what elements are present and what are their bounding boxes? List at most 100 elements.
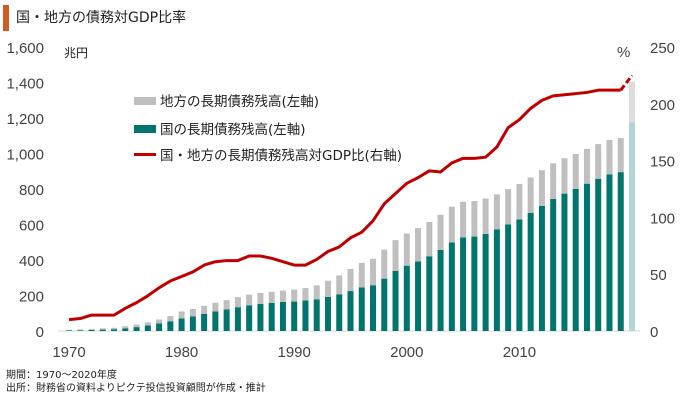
bar-national	[167, 321, 174, 331]
bar-local	[291, 289, 298, 302]
bar-local	[302, 288, 309, 301]
bar-local	[111, 327, 118, 330]
bar-local	[268, 291, 275, 303]
legend-swatch-national	[134, 125, 156, 133]
bar-local	[370, 258, 377, 286]
left-axis-tick-label: 1,200	[6, 111, 44, 128]
bar-local	[234, 297, 241, 308]
footnote-source: 出所：財務省の資料よりピクテ投信投資顧問が作成・推計	[6, 383, 266, 394]
bar-local	[426, 222, 433, 257]
bar-local	[279, 290, 286, 302]
bar-local	[77, 329, 84, 331]
bar-local	[122, 326, 129, 329]
bar-national	[482, 233, 489, 331]
bar-national	[516, 219, 523, 331]
bar-local	[99, 328, 106, 330]
legend-swatch-ratio	[134, 153, 156, 156]
bar-national	[122, 328, 129, 331]
right-axis-ticks: 0 50 100 150 200 250	[650, 40, 675, 341]
bar-local	[415, 228, 422, 262]
bar-local	[437, 214, 444, 250]
bar-local	[572, 154, 579, 189]
bar-local	[88, 328, 95, 330]
bar-national	[313, 299, 320, 331]
left-axis-tick-label: 1,400	[6, 76, 44, 93]
bar-national	[437, 249, 444, 331]
bar-national	[347, 291, 354, 331]
left-axis-tick-label: 0	[36, 324, 44, 341]
bar-national	[448, 242, 455, 331]
bar-national	[460, 237, 467, 331]
right-axis-tick-label: 250	[650, 40, 675, 57]
x-axis-ticks: 1970 1980 1990 2000 2010	[52, 344, 536, 361]
legend-swatch-local	[134, 97, 156, 105]
right-axis-unit: %	[617, 44, 630, 61]
chart-title: 国・地方の債務対GDP比率	[16, 10, 187, 26]
x-axis-tick-label: 1980	[165, 344, 198, 361]
bar-local	[336, 275, 343, 295]
bar-national	[403, 265, 410, 331]
bar-national	[133, 327, 140, 331]
bar-national	[268, 302, 275, 331]
bar-national	[550, 198, 557, 331]
bar-national	[279, 301, 286, 331]
bar-national	[201, 313, 208, 331]
bar-national	[392, 271, 399, 331]
bar-national	[595, 178, 602, 331]
bar-local	[583, 148, 590, 184]
bar-national	[572, 189, 579, 331]
bar-national	[561, 193, 568, 331]
right-axis-tick-label: 100	[650, 210, 675, 227]
bar-local	[550, 163, 557, 199]
right-axis-tick-label: 50	[650, 267, 667, 284]
bar-local	[212, 302, 219, 312]
bar-local	[505, 189, 512, 225]
bar-local	[527, 177, 534, 213]
bar-local	[392, 240, 399, 272]
bar-local	[144, 322, 151, 326]
bar-national	[291, 301, 298, 331]
right-axis-tick-label: 200	[650, 97, 675, 114]
bar-local	[493, 194, 500, 230]
ratio-line	[68, 74, 634, 322]
legend: 地方の長期債務残高(左軸) 国の長期債務残高(左軸) 国・地方の長期債務残高対G…	[134, 93, 402, 164]
bar-national	[415, 261, 422, 331]
bar-national	[257, 304, 264, 331]
bar-national	[629, 122, 635, 331]
bar-national	[88, 329, 95, 331]
bar-national	[144, 325, 151, 331]
bar-national	[111, 329, 118, 331]
left-axis-tick-label: 600	[19, 218, 44, 235]
bar-local	[167, 316, 174, 322]
bar-national	[324, 296, 331, 331]
bar-local	[313, 285, 320, 300]
bar-local	[482, 198, 489, 234]
bar-national	[493, 229, 500, 331]
ratio-line-actual	[68, 88, 621, 322]
bar-local	[178, 311, 185, 319]
bar-national	[302, 300, 309, 331]
x-axis-tick-label: 1970	[52, 344, 85, 361]
left-axis-unit: 兆円	[64, 46, 88, 60]
bar-local	[629, 81, 635, 123]
bar-local	[606, 139, 613, 175]
right-axis-tick-label: 0	[650, 324, 658, 341]
bar-local	[223, 300, 230, 310]
legend-label-national: 国の長期債務残高(左軸)	[160, 121, 306, 138]
bar-national	[583, 183, 590, 331]
x-axis-tick-label: 2000	[390, 344, 423, 361]
bar-national	[246, 305, 253, 331]
left-axis-tick-label: 400	[19, 253, 44, 270]
bar-local	[201, 305, 208, 314]
x-axis-tick-label: 1990	[278, 344, 311, 361]
bar-national	[606, 174, 613, 331]
bar-national	[370, 285, 377, 331]
bar-local	[561, 158, 568, 194]
bar-local	[358, 262, 365, 288]
bar-national	[77, 330, 84, 331]
legend-label-ratio: 国・地方の長期債務残高対GDP比(右軸)	[160, 147, 402, 164]
bar-national	[178, 318, 185, 331]
bar-national	[381, 278, 388, 331]
right-axis-tick-label: 150	[650, 154, 675, 171]
